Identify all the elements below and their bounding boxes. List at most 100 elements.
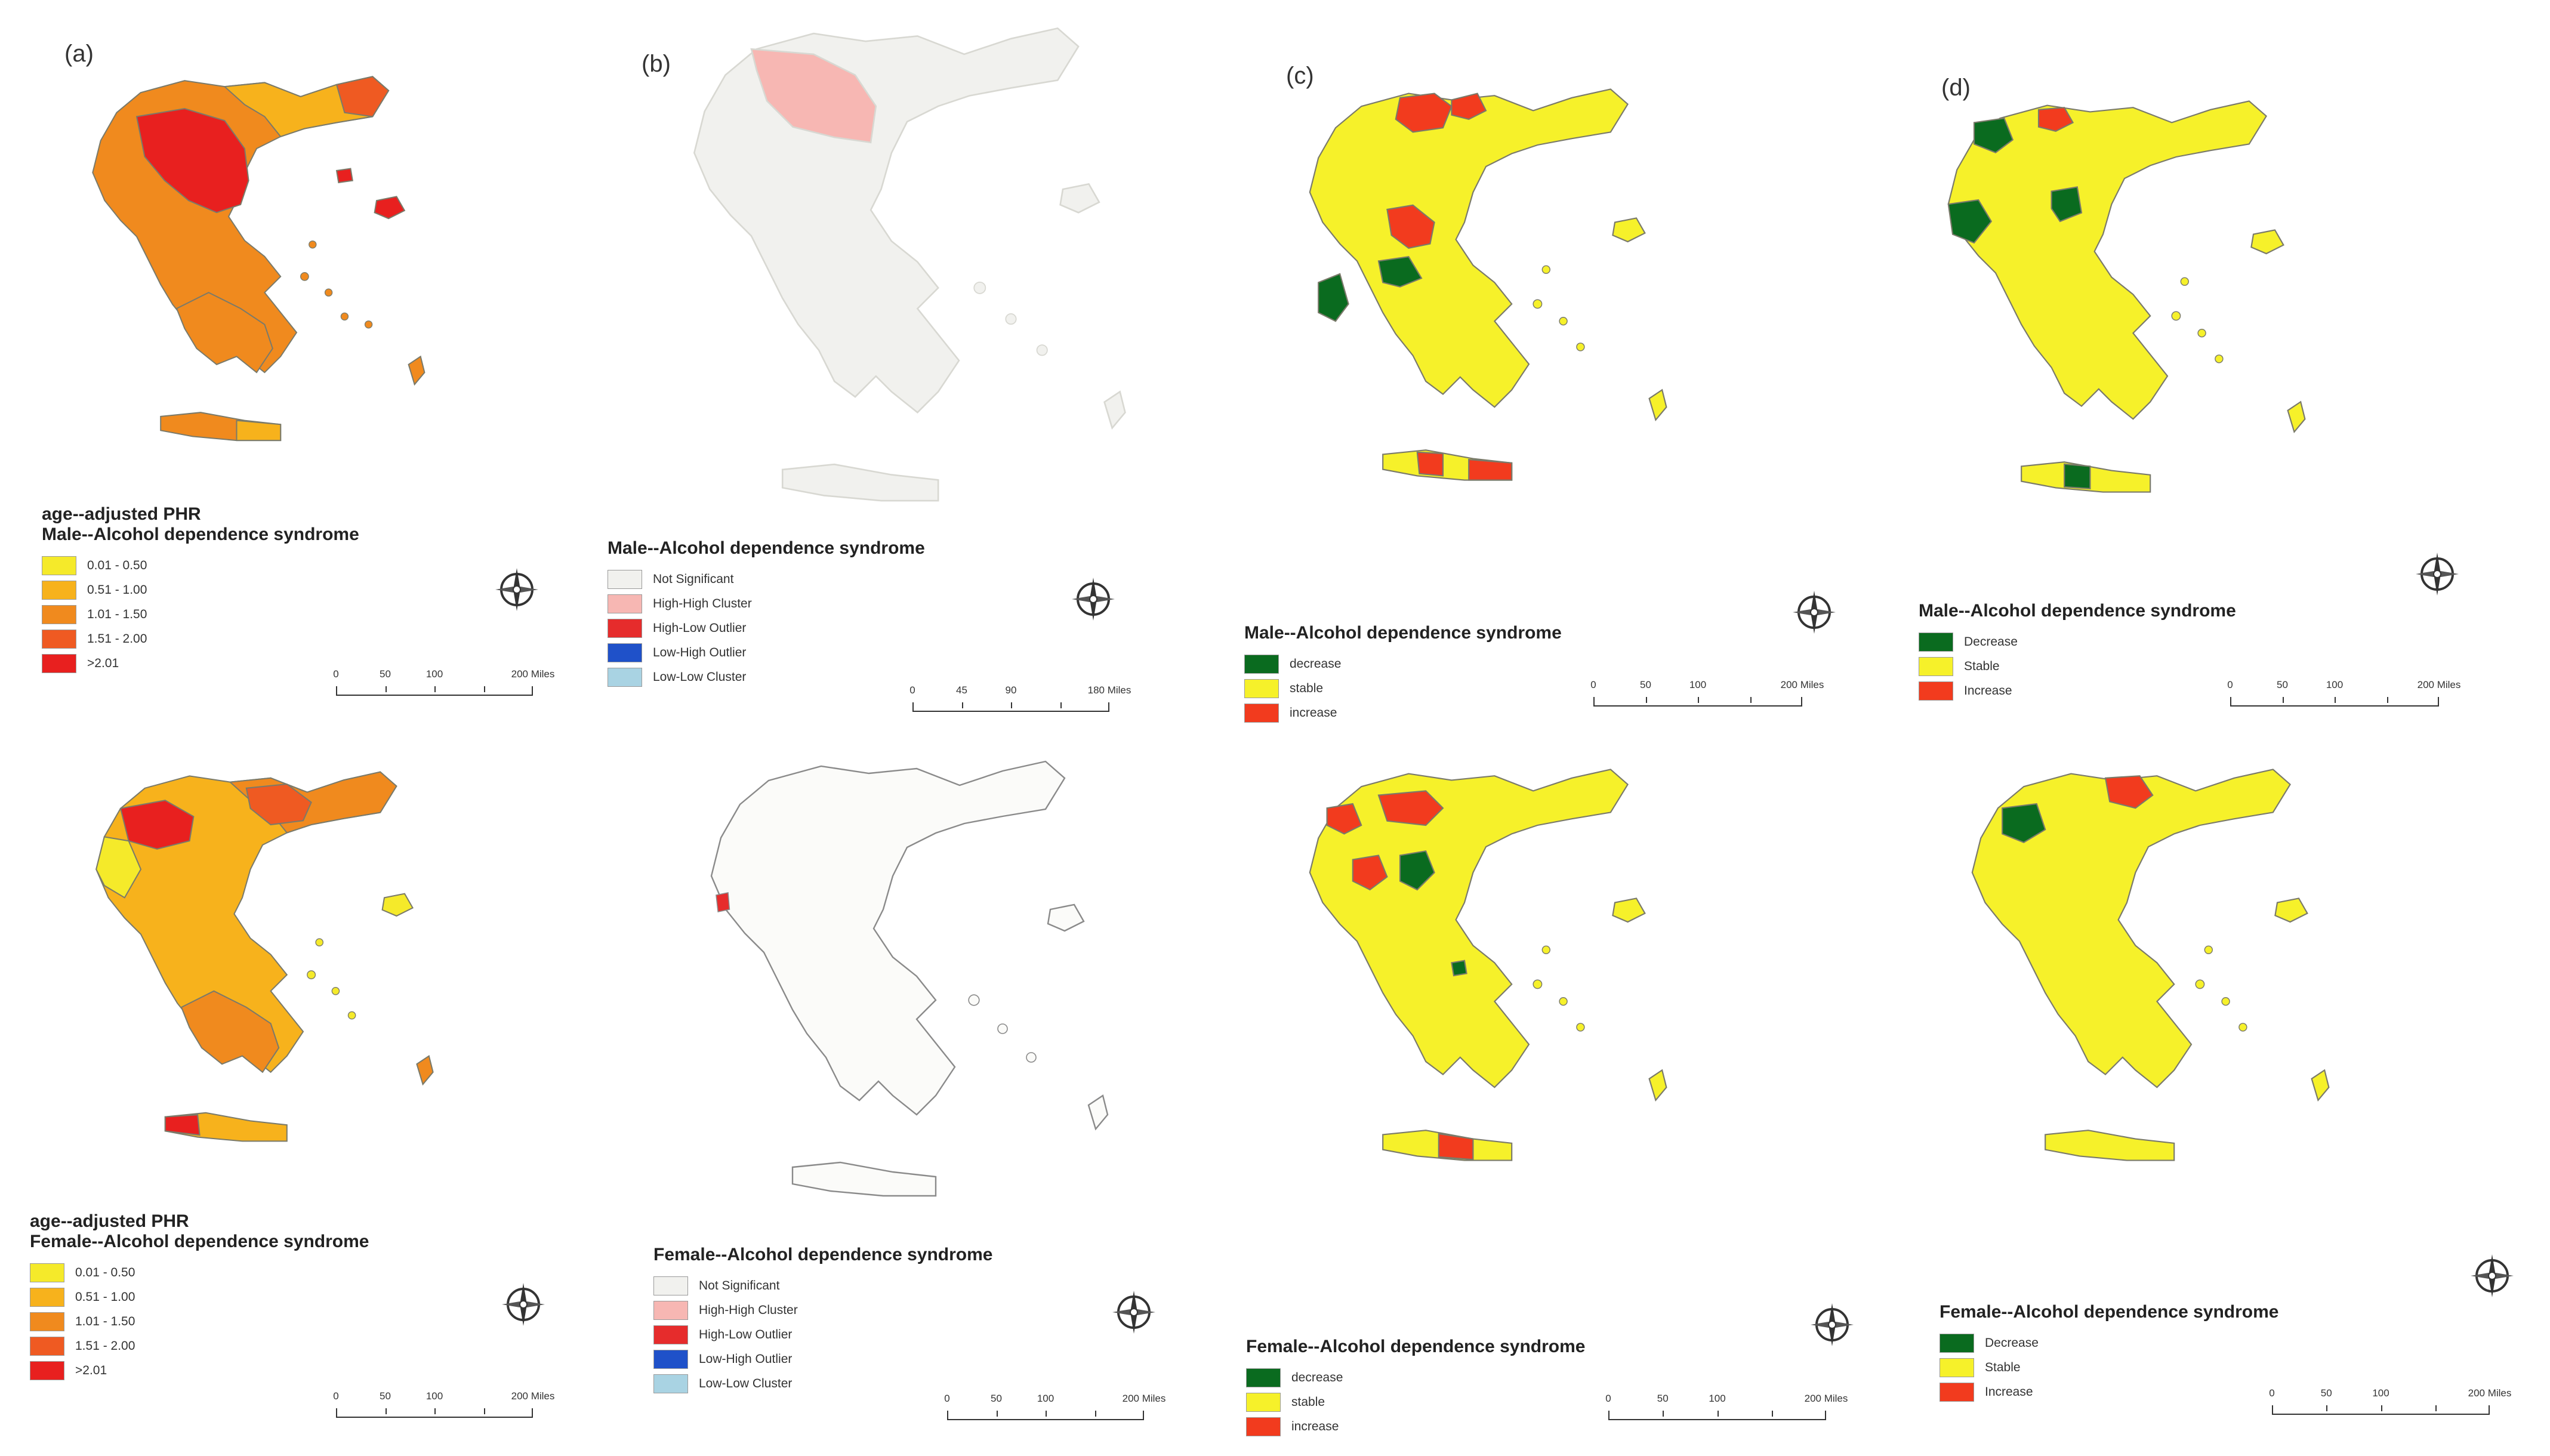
legend-swatch xyxy=(1246,1392,1281,1412)
legend-swatch xyxy=(1940,1333,1974,1353)
scale-line xyxy=(2230,697,2439,707)
crete-increase xyxy=(1438,1133,1474,1161)
legend-item-label: >2.01 xyxy=(75,1363,107,1377)
scale-tick: 100 xyxy=(2372,1387,2389,1399)
legend-item: Decrease xyxy=(1940,1331,2278,1355)
island-dot xyxy=(324,288,333,297)
legend-title: Female--Alcohol dependence syndrome xyxy=(1940,1302,2279,1322)
legend-swatch xyxy=(608,618,642,638)
legend-item-label: Low-Low Cluster xyxy=(699,1376,793,1390)
legend-d-female: Female--Alcohol dependence syndrome Decr… xyxy=(1940,1302,2278,1404)
scale-bar-b-male: 0 45 90 180 Miles xyxy=(909,684,1131,720)
legend-item-label: Stable xyxy=(1985,1360,2021,1374)
scale-tick: 0 xyxy=(2269,1387,2275,1399)
greece-map-svg xyxy=(693,27,1126,502)
legend-swatch xyxy=(1246,1368,1281,1387)
map-b-female xyxy=(668,752,1146,1229)
central-high-region xyxy=(135,107,249,214)
scale-tick: 0 xyxy=(909,684,915,696)
northeast-high-region xyxy=(245,783,312,826)
scale-tick: 180 Miles xyxy=(1087,684,1131,696)
legend-swatch xyxy=(42,629,76,649)
mainland-region xyxy=(1309,88,1629,408)
island-dot xyxy=(1541,265,1550,274)
scale-bar-a-female: 0 50 100 200 Miles xyxy=(333,1390,554,1426)
legend-title: Male--Alcohol dependence syndrome xyxy=(608,538,925,558)
legend-item: 1.01 - 1.50 xyxy=(30,1309,369,1334)
legend-swatch xyxy=(608,594,642,613)
lesvos-island xyxy=(1612,217,1646,243)
legend-item-label: decrease xyxy=(1291,1370,1343,1384)
island-dot xyxy=(1559,997,1568,1006)
north-arrow-compass-icon xyxy=(1069,575,1117,623)
north-arrow-compass-icon xyxy=(2468,1252,2516,1300)
rhodes-island xyxy=(2287,400,2306,434)
scale-tick: 200 Miles xyxy=(2468,1387,2512,1399)
legend-item: Not Significant xyxy=(608,567,925,591)
legend-swatch xyxy=(42,604,76,624)
scale-tick: 0 xyxy=(1605,1393,1611,1404)
legend-item-label: increase xyxy=(1290,705,1337,720)
scale-line xyxy=(1608,1411,1826,1420)
mainland-region xyxy=(1971,769,2291,1088)
legend-item: increase xyxy=(1244,701,1562,725)
map-d-male xyxy=(1910,60,2339,555)
greece-map-svg xyxy=(710,760,1109,1197)
legend-item: 1.51 - 2.00 xyxy=(30,1334,369,1358)
island-dot xyxy=(997,1023,1008,1034)
scale-tick: 50 xyxy=(991,1393,1002,1404)
island-dot xyxy=(2221,997,2230,1006)
legend-swatch xyxy=(653,1300,688,1320)
scale-line xyxy=(1593,697,1802,707)
legend-item-label: Increase xyxy=(1985,1384,2033,1399)
scale-tick: 200 Miles xyxy=(1804,1393,1848,1404)
legend-item: Increase xyxy=(1940,1380,2278,1404)
legend-swatch xyxy=(653,1325,688,1344)
decrease-northwest xyxy=(2002,803,2046,844)
legend-item-label: 1.51 - 2.00 xyxy=(87,631,147,646)
legend-title: Male--Alcohol dependence syndrome xyxy=(42,525,359,544)
legend-item-label: decrease xyxy=(1290,656,1342,671)
lesvos-island xyxy=(374,196,406,220)
lesvos-island xyxy=(2250,229,2284,255)
island-dot xyxy=(1576,1023,1585,1032)
map-b-male xyxy=(621,18,1194,537)
legend-item-label: High-Low Outlier xyxy=(653,621,747,635)
scale-line xyxy=(2272,1405,2490,1415)
legend-item: Decrease xyxy=(1919,630,2236,654)
legend-title: Male--Alcohol dependence syndrome xyxy=(1244,623,1562,643)
panel-a-label: (a) xyxy=(64,41,94,67)
high-low-outlier xyxy=(716,892,730,912)
crete-region xyxy=(2045,1130,2175,1161)
legend-swatch xyxy=(30,1263,64,1282)
island-dot xyxy=(2171,311,2181,321)
legend-swatch xyxy=(30,1312,64,1331)
greece-map-svg xyxy=(92,76,425,442)
rhodes-island xyxy=(1103,390,1126,430)
decrease-east xyxy=(2051,186,2083,223)
legend-item-label: High-Low Outlier xyxy=(699,1327,793,1341)
island-dot xyxy=(309,240,317,249)
legend-swatch xyxy=(653,1276,688,1295)
island-dot xyxy=(2180,277,2189,286)
legend-item-label: stable xyxy=(1290,681,1324,695)
increase-north xyxy=(1395,92,1453,133)
map-c-male xyxy=(1271,48,1701,543)
legend-a-female: age--adjusted PHR Female--Alcohol depend… xyxy=(30,1211,369,1383)
island-dot xyxy=(2238,1023,2247,1032)
legend-item-label: Low-Low Cluster xyxy=(653,670,747,684)
scale-tick: 0 xyxy=(333,1390,339,1402)
legend-item: Low-Low Cluster xyxy=(608,665,925,689)
crete-increase xyxy=(1468,458,1513,481)
legend-item: 0.01 - 0.50 xyxy=(42,553,359,578)
legend-swatch xyxy=(653,1349,688,1369)
map-a-female xyxy=(60,722,465,1211)
scale-tick: 50 xyxy=(380,1390,391,1402)
north-arrow-compass-icon xyxy=(1808,1301,1856,1349)
north-arrow-compass-icon xyxy=(2413,550,2461,598)
island-dot xyxy=(364,320,373,329)
legend-item: 0.51 - 1.00 xyxy=(42,578,359,602)
legend-swatch xyxy=(608,643,642,662)
legend-swatch xyxy=(1244,678,1279,698)
north-arrow-compass-icon xyxy=(499,1281,547,1328)
